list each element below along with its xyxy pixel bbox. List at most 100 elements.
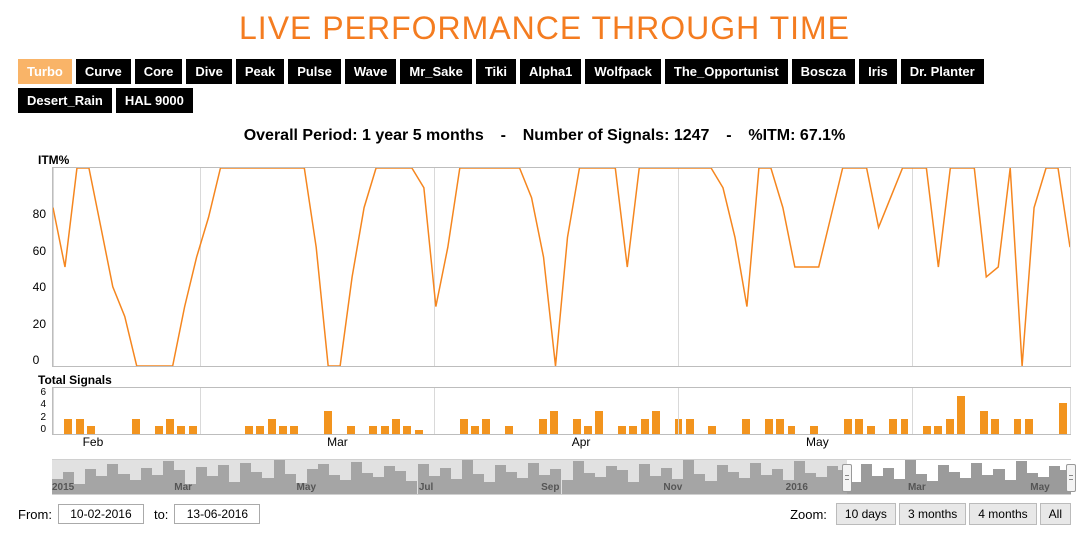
itm-y-labels: 80 60 40 20 0 bbox=[18, 167, 52, 367]
tab-dr-planter[interactable]: Dr. Planter bbox=[901, 59, 984, 84]
signals-label: Number of Signals: bbox=[523, 127, 670, 144]
signal-bar bbox=[708, 426, 716, 434]
signal-bar bbox=[256, 426, 264, 434]
itm-value: 67.1% bbox=[800, 127, 845, 144]
signals-y-labels: 6420 bbox=[18, 387, 52, 435]
nav-label: 2016 bbox=[786, 482, 808, 493]
signal-bar bbox=[392, 419, 400, 434]
tab-mr-sake[interactable]: Mr_Sake bbox=[400, 59, 471, 84]
itm-axis-title: ITM% bbox=[38, 153, 1071, 167]
from-label: From: bbox=[18, 507, 52, 522]
ytick: 6 bbox=[40, 387, 46, 398]
signal-bar bbox=[584, 426, 592, 434]
signal-bar bbox=[471, 426, 479, 434]
nav-label: Nov bbox=[663, 482, 682, 493]
tab-hal-9000[interactable]: HAL 9000 bbox=[116, 88, 193, 113]
signal-bar bbox=[957, 396, 965, 434]
tab-wave[interactable]: Wave bbox=[345, 59, 396, 84]
nav-label: Sep bbox=[541, 482, 559, 493]
nav-label: Mar bbox=[908, 482, 926, 493]
ytick: 0 bbox=[33, 353, 46, 367]
nav-label: May bbox=[1030, 482, 1049, 493]
zoom-3-months[interactable]: 3 months bbox=[899, 503, 966, 525]
signal-bar bbox=[641, 419, 649, 434]
xtick: Apr bbox=[572, 435, 591, 449]
tab-pulse[interactable]: Pulse bbox=[288, 59, 341, 84]
signal-bar bbox=[946, 419, 954, 434]
signal-bar bbox=[347, 426, 355, 434]
signal-bar bbox=[279, 426, 287, 434]
itm-label: %ITM: bbox=[748, 127, 795, 144]
signal-bar bbox=[991, 419, 999, 434]
tab-wolfpack[interactable]: Wolfpack bbox=[585, 59, 661, 84]
signal-bar bbox=[595, 411, 603, 434]
signal-bar bbox=[765, 419, 773, 434]
signal-bar bbox=[268, 419, 276, 434]
signal-bar bbox=[87, 426, 95, 434]
signal-bar bbox=[934, 426, 942, 434]
xtick: May bbox=[806, 435, 829, 449]
tab-the-opportunist[interactable]: The_Opportunist bbox=[665, 59, 788, 84]
signal-bar bbox=[290, 426, 298, 434]
signal-bar bbox=[64, 419, 72, 434]
tab-curve[interactable]: Curve bbox=[76, 59, 131, 84]
navigator[interactable]: 2015MarMayJulSepNov2016MarMay bbox=[52, 459, 1071, 495]
nav-label: Mar bbox=[174, 482, 192, 493]
x-axis-labels: FebMarAprMay bbox=[52, 435, 1071, 453]
signal-bar bbox=[686, 419, 694, 434]
signal-bar bbox=[742, 419, 750, 434]
tab-bar: TurboCurveCoreDivePeakPulseWaveMr_SakeTi… bbox=[18, 59, 1071, 113]
signal-bar bbox=[618, 426, 626, 434]
to-label: to: bbox=[154, 507, 168, 522]
signal-bar bbox=[776, 419, 784, 434]
ytick: 60 bbox=[33, 244, 46, 258]
tab-tiki[interactable]: Tiki bbox=[476, 59, 516, 84]
signal-bar bbox=[629, 426, 637, 434]
signal-bar bbox=[980, 411, 988, 434]
nav-label: Jul bbox=[419, 482, 433, 493]
signal-bar bbox=[381, 426, 389, 434]
separator: - bbox=[488, 127, 518, 145]
signal-bar bbox=[132, 419, 140, 434]
signal-bar bbox=[923, 426, 931, 434]
tab-dive[interactable]: Dive bbox=[186, 59, 231, 84]
nav-label: 2015 bbox=[52, 482, 74, 493]
from-input[interactable] bbox=[58, 504, 144, 524]
separator: - bbox=[714, 127, 744, 145]
zoom-all[interactable]: All bbox=[1040, 503, 1071, 525]
signal-bar bbox=[539, 419, 547, 434]
signal-bar bbox=[867, 426, 875, 434]
signal-bar bbox=[788, 426, 796, 434]
footer-controls: From: to: Zoom: 10 days3 months4 monthsA… bbox=[18, 503, 1071, 525]
signals-value: 1247 bbox=[674, 127, 710, 144]
signal-bar bbox=[415, 430, 423, 434]
itm-chart[interactable] bbox=[52, 167, 1071, 367]
tab-peak[interactable]: Peak bbox=[236, 59, 284, 84]
signal-bar bbox=[855, 419, 863, 434]
signals-chart[interactable] bbox=[52, 387, 1071, 435]
signal-bar bbox=[76, 419, 84, 434]
signal-bar bbox=[166, 419, 174, 434]
tab-desert-rain[interactable]: Desert_Rain bbox=[18, 88, 112, 113]
signal-bar bbox=[155, 426, 163, 434]
ytick: 80 bbox=[33, 207, 46, 221]
signal-bar bbox=[810, 426, 818, 434]
signal-bar bbox=[889, 419, 897, 434]
signal-bar bbox=[1014, 419, 1022, 434]
to-input[interactable] bbox=[174, 504, 260, 524]
zoom-10-days[interactable]: 10 days bbox=[836, 503, 896, 525]
page-title: LIVE PERFORMANCE THROUGH TIME bbox=[18, 10, 1071, 47]
tab-iris[interactable]: Iris bbox=[859, 59, 897, 84]
tab-boscza[interactable]: Boscza bbox=[792, 59, 856, 84]
period-label: Overall Period: bbox=[244, 127, 358, 144]
signals-title: Total Signals bbox=[38, 373, 1071, 387]
signal-bar bbox=[245, 426, 253, 434]
ytick: 20 bbox=[33, 317, 46, 331]
zoom-4-months[interactable]: 4 months bbox=[969, 503, 1036, 525]
ytick: 40 bbox=[33, 280, 46, 294]
ytick: 4 bbox=[40, 399, 46, 410]
tab-alpha1[interactable]: Alpha1 bbox=[520, 59, 581, 84]
tab-turbo[interactable]: Turbo bbox=[18, 59, 72, 84]
tab-core[interactable]: Core bbox=[135, 59, 183, 84]
signal-bar bbox=[844, 419, 852, 434]
